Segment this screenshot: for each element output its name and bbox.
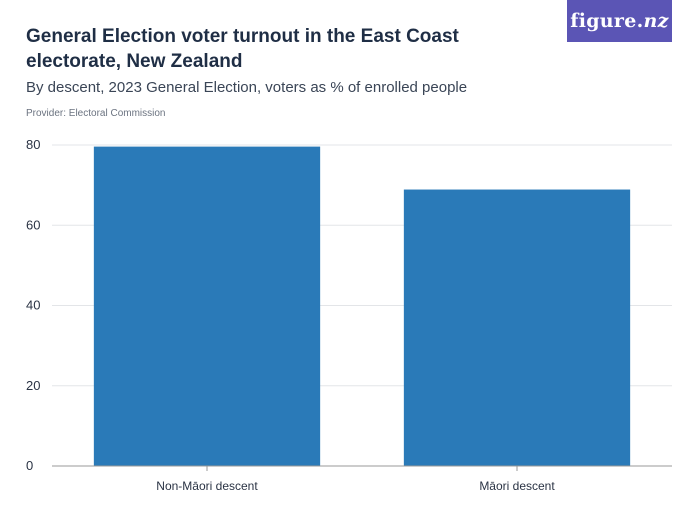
logo-text-accent: nz	[643, 10, 669, 32]
bar-2[interactable]	[403, 189, 631, 466]
y-tick-label-20: 20	[26, 378, 40, 393]
bars	[93, 146, 631, 467]
x-tick-label-1: Non-Māori descent	[156, 479, 258, 493]
chart-subtitle: By descent, 2023 General Election, voter…	[26, 79, 468, 96]
x-tick-label-2: Māori descent	[479, 479, 555, 493]
y-tick-label-60: 60	[26, 217, 40, 232]
y-tick-label-80: 80	[26, 137, 40, 152]
chart-title: General Election voter turnout in the Ea…	[26, 26, 459, 72]
y-tick-label-40: 40	[26, 298, 40, 313]
bar-1[interactable]	[93, 146, 321, 467]
y-tick-label-0: 0	[26, 458, 33, 473]
provider-credit: Provider: Electoral Commission	[26, 108, 166, 119]
axes: 0 20 40 60 80 Non-Māori descent Māori descent	[26, 137, 672, 493]
figure-nz-logo[interactable]: figure. nz	[567, 0, 672, 42]
logo-text-main: figure.	[570, 10, 644, 32]
